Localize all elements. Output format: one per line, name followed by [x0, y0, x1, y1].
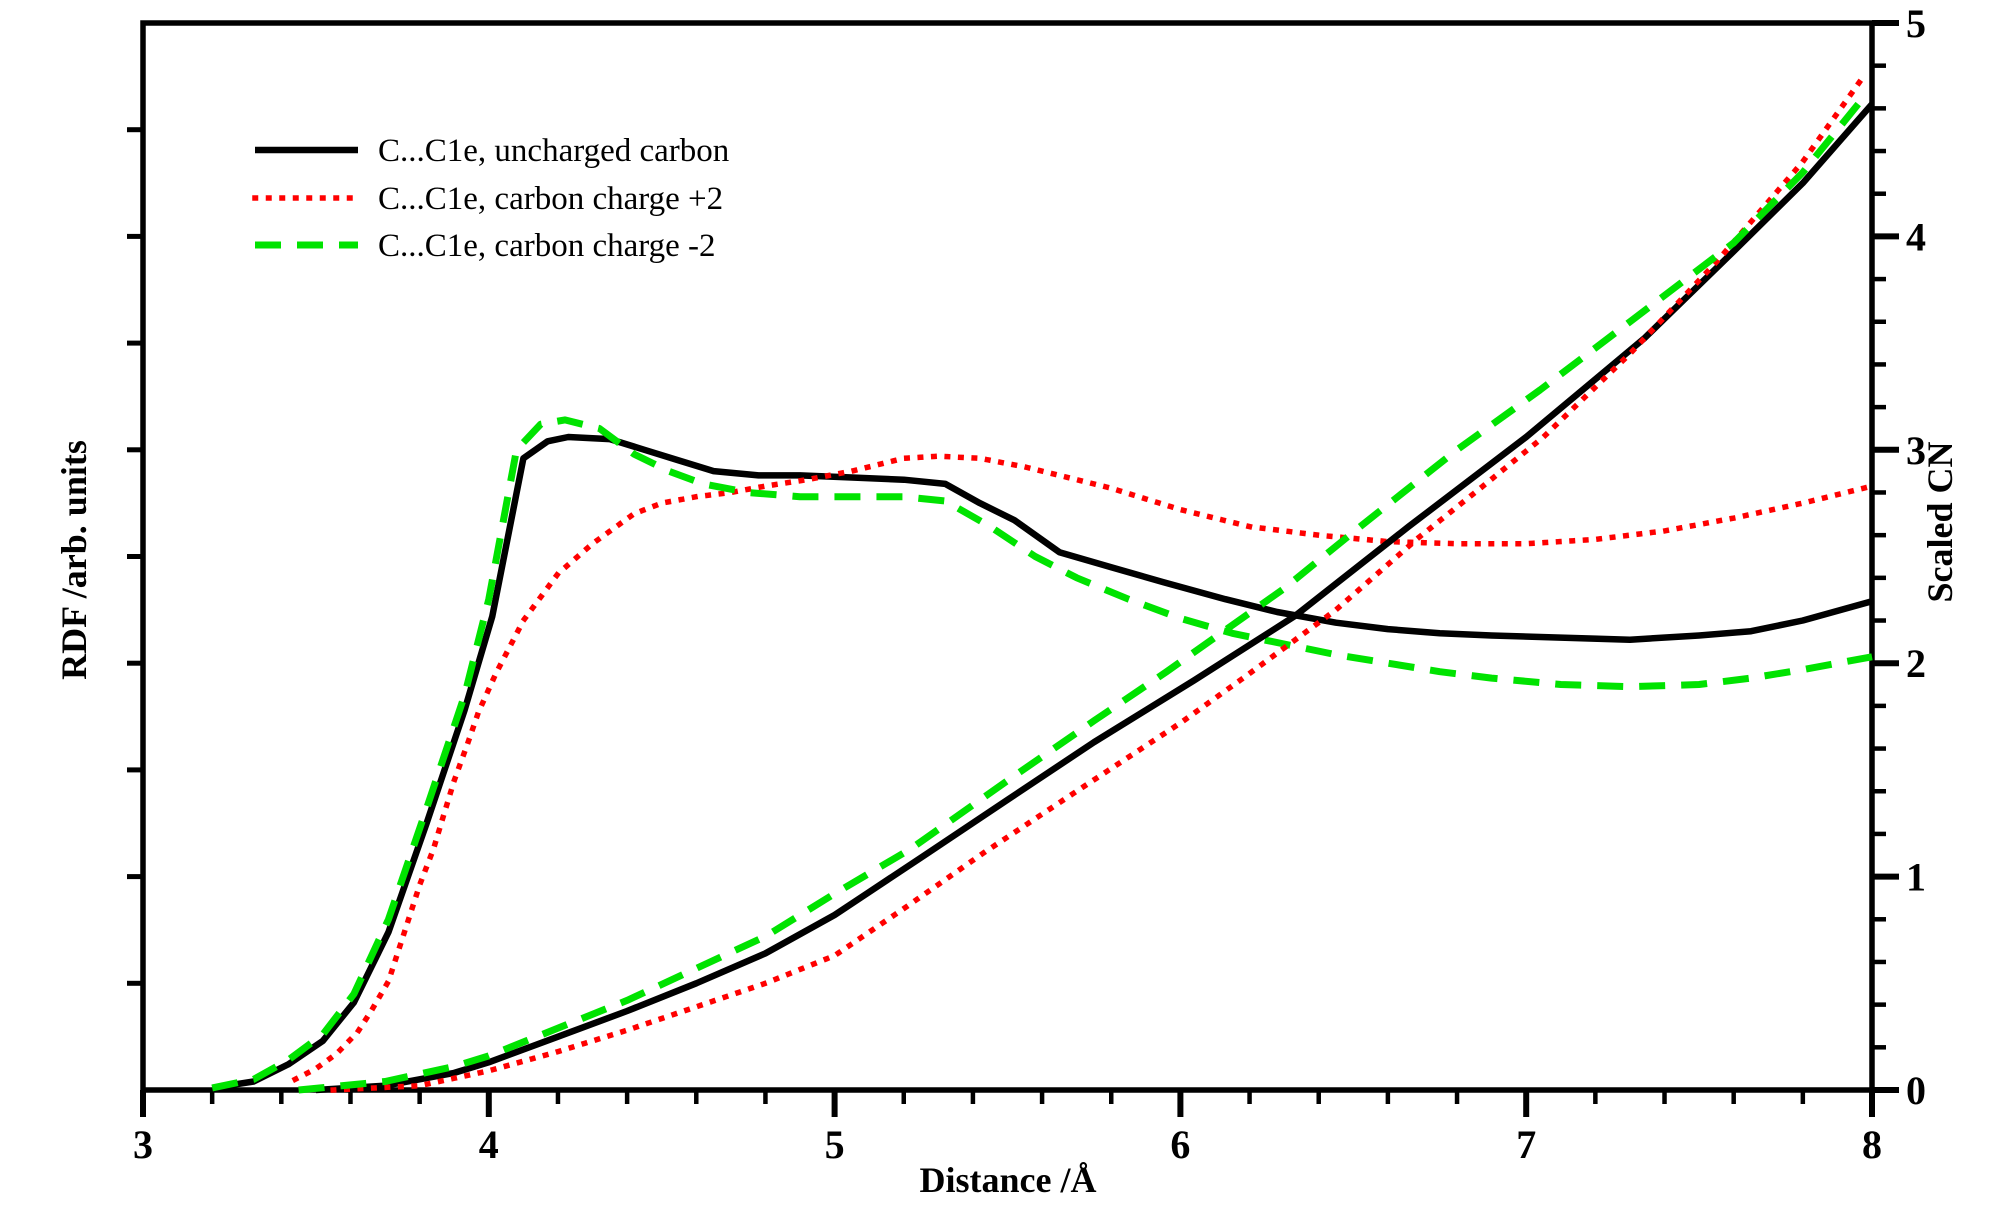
right-tick-label: 4	[1906, 214, 1926, 259]
axis-ticks	[127, 20, 1899, 1117]
right-tick-label: 1	[1906, 855, 1926, 900]
x-tick-label: 3	[133, 1122, 153, 1167]
legend-label: C...C1e, carbon charge -2	[378, 228, 716, 264]
x-tick-label: 4	[479, 1122, 499, 1167]
x-tick-label: 6	[1170, 1122, 1190, 1167]
x-tick-label: 7	[1516, 1122, 1536, 1167]
legend-item: C...C1e, uncharged carbon	[255, 133, 729, 169]
right-y-axis-title: Scaled CN	[1920, 442, 1960, 603]
axis-tick-labels: 3 4 5 6 7 80 1 2 3 4 5	[133, 1, 1926, 1167]
curve-cn-plus2	[330, 70, 1869, 1093]
legend-label: C...C1e, carbon charge +2	[378, 181, 723, 217]
curve-rdf-plus2	[291, 453, 1876, 1084]
x-axis-title: Distance /Å	[920, 1160, 1097, 1200]
legend: C...C1e, uncharged carbon C...C1e, carbo…	[252, 133, 729, 264]
curve-cn-minus2	[298, 93, 1868, 1094]
right-tick-label: 3	[1906, 428, 1926, 473]
right-tick-label: 0	[1906, 1068, 1926, 1113]
legend-label: C...C1e, uncharged carbon	[378, 133, 729, 169]
x-tick-label: 5	[825, 1122, 845, 1167]
legend-item: C...C1e, carbon charge +2	[252, 181, 723, 217]
left-y-axis-title: RDF /arb. units	[54, 440, 94, 680]
right-tick-label: 2	[1906, 641, 1926, 686]
legend-item: C...C1e, carbon charge -2	[255, 228, 716, 264]
x-tick-label: 8	[1862, 1122, 1882, 1167]
data-curves	[211, 70, 1876, 1094]
right-tick-label: 5	[1906, 1, 1926, 46]
curve-cn-uncharged	[315, 101, 1875, 1094]
curve-rdf-uncharged	[211, 433, 1873, 1092]
curve-rdf-minus2	[211, 416, 1873, 1092]
